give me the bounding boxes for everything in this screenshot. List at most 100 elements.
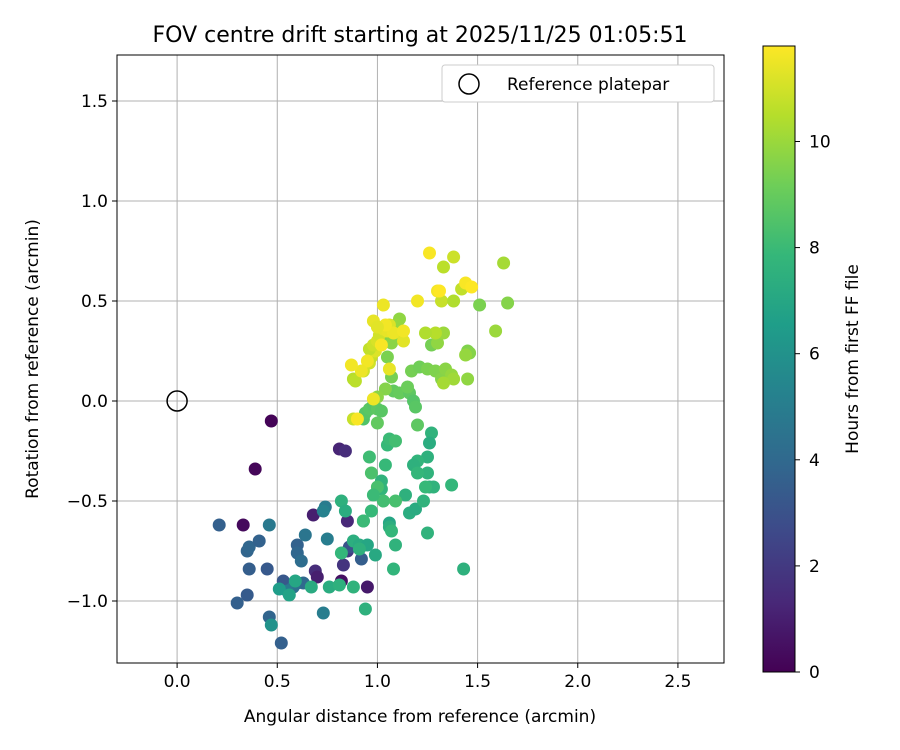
data-point	[352, 542, 366, 556]
plot-area	[117, 55, 724, 663]
data-point	[419, 480, 432, 494]
data-point	[461, 372, 475, 386]
data-point	[411, 466, 424, 480]
data-point	[376, 298, 390, 312]
data-point	[374, 338, 388, 352]
data-point	[389, 494, 402, 508]
colorbar-tick-label: 0	[809, 663, 820, 683]
colorbar-tick-label: 4	[809, 451, 820, 471]
colorbar-tick-label: 2	[809, 557, 820, 577]
data-point	[380, 350, 394, 364]
chart-title: FOV centre drift starting at 2025/11/25 …	[153, 23, 688, 48]
data-point	[242, 540, 256, 554]
scatter-points	[212, 246, 515, 650]
data-point	[322, 580, 336, 594]
legend-box	[441, 64, 715, 103]
data-point	[489, 324, 503, 338]
data-point	[437, 376, 450, 390]
data-point	[310, 570, 324, 584]
data-point	[374, 404, 388, 418]
data-point	[431, 336, 444, 350]
data-point	[260, 562, 274, 576]
x-tick-label: 0.0	[164, 672, 191, 692]
data-point	[304, 580, 318, 594]
data-point	[425, 426, 438, 440]
data-point	[336, 558, 350, 572]
data-point	[294, 554, 308, 568]
data-point	[399, 488, 412, 502]
data-point	[262, 518, 276, 532]
data-point	[298, 528, 312, 542]
y-tick-label: 1.0	[81, 192, 108, 212]
data-point	[252, 534, 266, 548]
data-point	[230, 596, 244, 610]
data-point	[356, 514, 370, 528]
data-point	[421, 450, 434, 464]
data-point	[350, 412, 364, 426]
data-point	[264, 414, 278, 428]
data-point	[364, 466, 378, 480]
reference-marker	[166, 390, 188, 412]
data-point	[401, 380, 414, 394]
data-point	[387, 326, 400, 340]
y-tick-label: 1.5	[81, 92, 108, 112]
data-point	[437, 260, 450, 274]
data-point	[272, 582, 286, 596]
data-point	[421, 526, 434, 540]
y-tick-label: 0.0	[81, 392, 108, 412]
data-point	[447, 294, 461, 308]
data-point	[419, 326, 432, 340]
data-point	[348, 374, 362, 388]
data-point	[465, 280, 479, 294]
data-point	[338, 444, 352, 458]
plot-frame	[116, 54, 725, 664]
data-point	[366, 488, 380, 502]
data-point	[397, 324, 410, 338]
data-point	[429, 326, 442, 340]
y-axis-ticks: −1.0 −0.5 0.0 0.5 1.0 1.5	[67, 92, 117, 612]
data-point	[385, 336, 398, 350]
data-point	[242, 562, 256, 576]
colorbar	[762, 45, 796, 673]
data-point	[320, 532, 334, 546]
colorbar-tick-label: 10	[809, 132, 831, 152]
data-point	[423, 246, 436, 260]
colorbar-tick-label: 6	[809, 345, 820, 365]
data-point	[389, 538, 402, 552]
x-tick-label: 2.5	[664, 672, 691, 692]
data-point	[378, 382, 392, 396]
data-point	[435, 294, 448, 308]
data-point	[378, 458, 392, 472]
data-point	[397, 334, 410, 348]
x-axis-ticks: 0.0 0.5 1.0 1.5 2.0 2.5	[164, 663, 691, 692]
data-point	[212, 518, 226, 532]
data-point	[368, 548, 382, 562]
data-point	[264, 618, 278, 632]
data-point	[447, 250, 461, 264]
y-tick-label: −1.0	[67, 592, 108, 612]
data-point	[334, 546, 348, 560]
x-tick-label: 2.0	[564, 672, 591, 692]
data-point	[360, 354, 374, 368]
data-point	[358, 602, 372, 616]
data-point	[457, 562, 471, 576]
data-point	[447, 372, 461, 386]
data-point	[334, 494, 348, 508]
y-tick-label: 0.5	[81, 292, 108, 312]
data-point	[332, 578, 346, 592]
data-point	[354, 364, 368, 378]
data-point	[366, 392, 380, 406]
data-point	[316, 606, 330, 620]
colorbar-label: Hours from first FF file	[843, 264, 863, 454]
colorbar-tick-label: 8	[809, 239, 820, 259]
x-tick-label: 1.5	[464, 672, 491, 692]
x-tick-label: 1.0	[364, 672, 391, 692]
data-point	[364, 504, 378, 518]
colorbar-ticks: 0 2 4 6 8 10	[795, 132, 831, 683]
data-point	[306, 508, 320, 522]
y-tick-label: −0.5	[67, 492, 108, 512]
data-point	[354, 552, 368, 566]
data-point	[274, 636, 288, 650]
data-point	[316, 504, 330, 518]
